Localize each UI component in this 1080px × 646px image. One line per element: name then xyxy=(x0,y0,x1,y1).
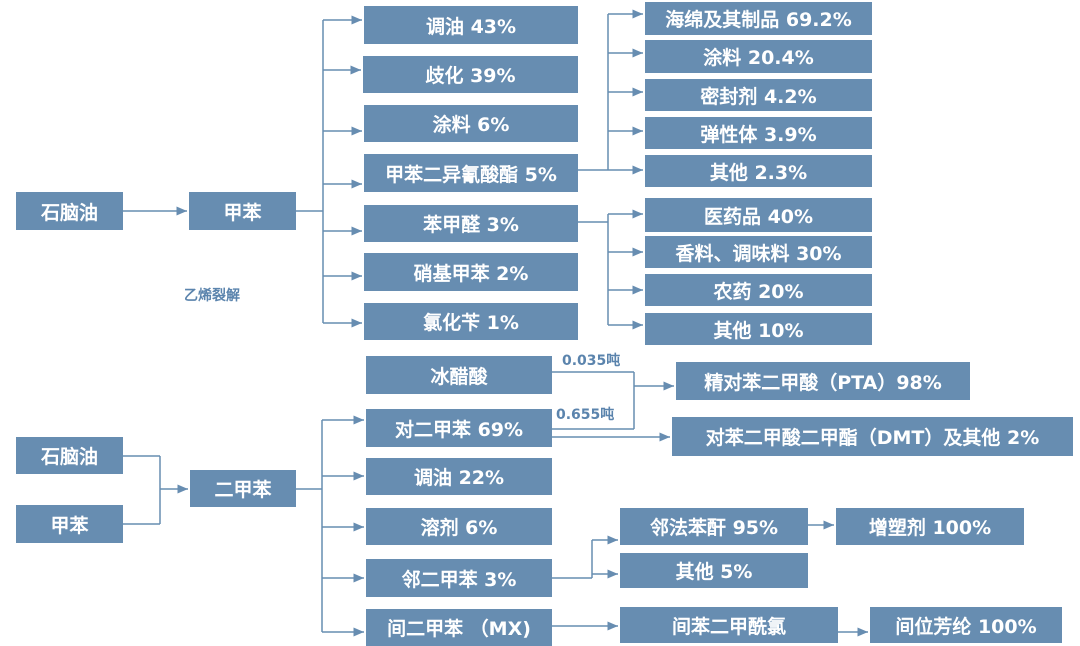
benzaldehyde-use-node: 医药品 40% xyxy=(645,198,872,232)
ox-product-node: 其他 5% xyxy=(620,553,808,588)
pta-node: 精对苯二甲酸（PTA）98% xyxy=(676,362,970,400)
px-ratio-label: 0.655吨 xyxy=(556,407,615,423)
toluene-use-node: 苯甲醛 3% xyxy=(364,205,578,242)
xylene-node: 二甲苯 xyxy=(190,470,296,507)
naphtha-node: 石脑油 xyxy=(16,192,123,230)
benzaldehyde-use-node: 香料、调味料 30% xyxy=(645,236,872,268)
acetic-acid-node: 冰醋酸 xyxy=(366,356,552,394)
xylene-use-node: 邻二甲苯 3% xyxy=(366,559,552,597)
tdi-use-node: 涂料 20.4% xyxy=(645,40,872,73)
naphtha-node: 石脑油 xyxy=(16,437,123,474)
toluene-node: 甲苯 xyxy=(189,192,296,230)
xylene-use-node: 溶剂 6% xyxy=(366,508,552,545)
tdi-use-node: 其他 2.3% xyxy=(645,155,872,187)
toluene-use-node: 涂料 6% xyxy=(364,105,578,142)
toluene-use-node: 调油 43% xyxy=(364,6,578,44)
toluene-use-node: 氯化苄 1% xyxy=(364,303,578,340)
toluene-use-node: 甲苯二异氰酸酯 5% xyxy=(364,154,578,192)
tdi-use-node: 弹性体 3.9% xyxy=(645,117,872,149)
ox-product-node: 邻法苯酐 95% xyxy=(620,508,808,545)
mx-product-node: 间苯二甲酰氯 xyxy=(620,607,838,643)
xylene-use-node: 调油 22% xyxy=(366,458,552,495)
plasticizer-node: 增塑剂 100% xyxy=(836,508,1024,545)
toluene-use-node: 硝基甲苯 2% xyxy=(364,253,578,291)
benzaldehyde-use-node: 其他 10% xyxy=(645,313,872,345)
ethylene-cracking-label: 乙烯裂解 xyxy=(184,288,240,304)
xylene-use-node: 间二甲苯 （MX) xyxy=(366,609,552,646)
px-ratio-label: 0.035吨 xyxy=(562,353,621,369)
aramid-node: 间位芳纶 100% xyxy=(870,607,1062,643)
dmt-node: 对苯二甲酸二甲酯（DMT）及其他 2% xyxy=(672,417,1073,456)
toluene-node: 甲苯 xyxy=(16,505,123,543)
tdi-use-node: 海绵及其制品 69.2% xyxy=(645,2,872,35)
xylene-use-node: 对二甲苯 69% xyxy=(366,409,552,447)
benzaldehyde-use-node: 农药 20% xyxy=(645,274,872,306)
toluene-use-node: 歧化 39% xyxy=(363,56,578,93)
tdi-use-node: 密封剂 4.2% xyxy=(645,79,872,111)
